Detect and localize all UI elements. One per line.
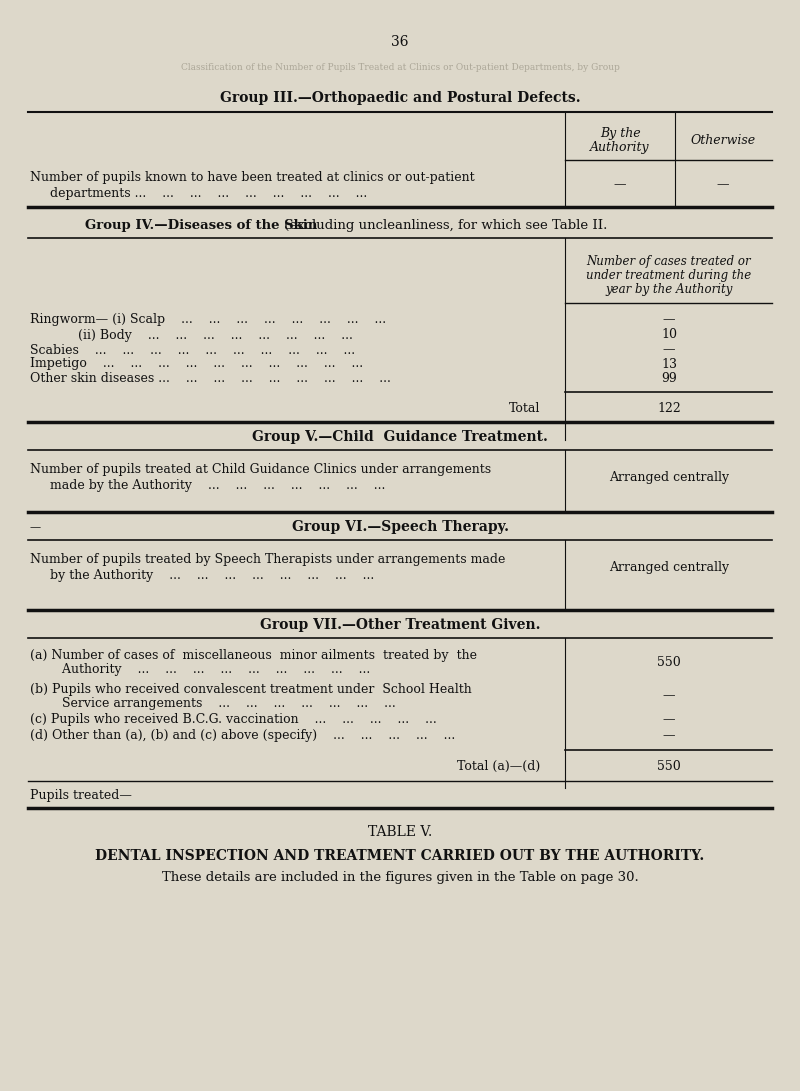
- Text: —: —: [662, 344, 675, 357]
- Text: Authority    ...    ...    ...    ...    ...    ...    ...    ...    ...: Authority ... ... ... ... ... ... ... ..…: [30, 663, 370, 676]
- Text: (excluding uncleanliness, for which see Table II.: (excluding uncleanliness, for which see …: [280, 218, 607, 231]
- Text: Pupils treated—: Pupils treated—: [30, 789, 132, 802]
- Text: —: —: [614, 179, 626, 192]
- Text: under treatment during the: under treatment during the: [586, 269, 752, 283]
- Text: Group VII.—Other Treatment Given.: Group VII.—Other Treatment Given.: [260, 618, 540, 632]
- Text: (a) Number of cases of  miscellaneous  minor ailments  treated by  the: (a) Number of cases of miscellaneous min…: [30, 649, 477, 662]
- Text: (ii) Body    ...    ...    ...    ...    ...    ...    ...    ...: (ii) Body ... ... ... ... ... ... ... ..…: [30, 328, 353, 341]
- Text: (b) Pupils who received convalescent treatment under  School Health: (b) Pupils who received convalescent tre…: [30, 683, 472, 695]
- Text: Otherwise: Otherwise: [690, 133, 755, 146]
- Text: Scabies    ...    ...    ...    ...    ...    ...    ...    ...    ...    ...: Scabies ... ... ... ... ... ... ... ... …: [30, 344, 355, 357]
- Text: 550: 550: [657, 657, 681, 670]
- Text: 13: 13: [661, 358, 677, 371]
- Text: made by the Authority    ...    ...    ...    ...    ...    ...    ...: made by the Authority ... ... ... ... ..…: [50, 479, 386, 492]
- Text: Number of pupils treated by Speech Therapists under arrangements made: Number of pupils treated by Speech Thera…: [30, 553, 506, 566]
- Text: 550: 550: [657, 759, 681, 772]
- Text: by the Authority    ...    ...    ...    ...    ...    ...    ...    ...: by the Authority ... ... ... ... ... ...…: [50, 568, 374, 582]
- Text: Authority: Authority: [590, 141, 650, 154]
- Text: —: —: [662, 313, 675, 326]
- Text: —: —: [717, 179, 730, 192]
- Text: Arranged centrally: Arranged centrally: [609, 470, 729, 483]
- Text: —: —: [662, 714, 675, 727]
- Text: Service arrangements    ...    ...    ...    ...    ...    ...    ...: Service arrangements ... ... ... ... ...…: [30, 696, 396, 709]
- Text: Classification of the Number of Pupils Treated at Clinics or Out-patient Departm: Classification of the Number of Pupils T…: [181, 63, 619, 72]
- Text: —: —: [30, 521, 41, 532]
- Text: 10: 10: [661, 328, 677, 341]
- Text: —: —: [662, 690, 675, 703]
- Text: 36: 36: [391, 35, 409, 49]
- Text: Group III.—Orthopaedic and Postural Defects.: Group III.—Orthopaedic and Postural Defe…: [220, 91, 580, 105]
- Text: Arranged centrally: Arranged centrally: [609, 561, 729, 574]
- Text: Ringworm— (i) Scalp    ...    ...    ...    ...    ...    ...    ...    ...: Ringworm— (i) Scalp ... ... ... ... ... …: [30, 313, 386, 326]
- Text: Impetigo    ...    ...    ...    ...    ...    ...    ...    ...    ...    ...: Impetigo ... ... ... ... ... ... ... ...…: [30, 358, 363, 371]
- Text: Total (a)—(d): Total (a)—(d): [457, 759, 540, 772]
- Text: Number of cases treated or: Number of cases treated or: [586, 255, 751, 268]
- Text: 122: 122: [657, 401, 681, 415]
- Text: 99: 99: [661, 372, 677, 384]
- Text: Other skin diseases ...    ...    ...    ...    ...    ...    ...    ...    ...: Other skin diseases ... ... ... ... ... …: [30, 372, 391, 384]
- Text: year by the Authority: year by the Authority: [606, 284, 733, 297]
- Text: Group VI.—Speech Therapy.: Group VI.—Speech Therapy.: [291, 520, 509, 533]
- Text: Total: Total: [509, 401, 540, 415]
- Text: Number of pupils treated at Child Guidance Clinics under arrangements: Number of pupils treated at Child Guidan…: [30, 464, 491, 477]
- Text: DENTAL INSPECTION AND TREATMENT CARRIED OUT BY THE AUTHORITY.: DENTAL INSPECTION AND TREATMENT CARRIED …: [95, 849, 705, 863]
- Text: By the: By the: [600, 127, 640, 140]
- Text: These details are included in the figures given in the Table on page 30.: These details are included in the figure…: [162, 872, 638, 885]
- Text: TABLE V.: TABLE V.: [368, 825, 432, 839]
- Text: —: —: [662, 730, 675, 743]
- Text: (c) Pupils who received B.C.G. vaccination    ...    ...    ...    ...    ...: (c) Pupils who received B.C.G. vaccinati…: [30, 714, 437, 727]
- Text: Group IV.—Diseases of the Skin: Group IV.—Diseases of the Skin: [85, 218, 318, 231]
- Text: (d) Other than (a), (b) and (c) above (specify)    ...    ...    ...    ...    .: (d) Other than (a), (b) and (c) above (s…: [30, 730, 455, 743]
- Text: Group V.—Child  Guidance Treatment.: Group V.—Child Guidance Treatment.: [252, 430, 548, 444]
- Text: departments ...    ...    ...    ...    ...    ...    ...    ...    ...: departments ... ... ... ... ... ... ... …: [50, 187, 367, 200]
- Text: Number of pupils known to have been treated at clinics or out-patient: Number of pupils known to have been trea…: [30, 171, 474, 184]
